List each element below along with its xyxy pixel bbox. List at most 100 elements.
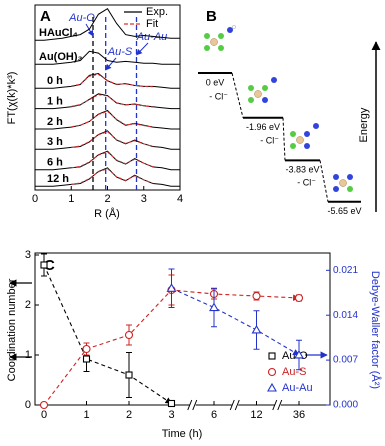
data-point	[167, 399, 176, 408]
x-tick-label: 0	[41, 409, 47, 421]
exp-curve	[35, 50, 180, 65]
x-tick-label: 0	[32, 193, 38, 205]
x-tick-label: 36	[293, 409, 305, 421]
data-point	[252, 291, 261, 301]
legend-label: Au-O	[282, 350, 308, 362]
reference-pointer	[105, 57, 117, 71]
series-label: 3 h	[47, 136, 63, 148]
x-axis-label: R (Å)	[94, 207, 120, 220]
data-point	[251, 324, 262, 334]
legend-label: Au-S	[282, 366, 306, 378]
legend-label: Exp.	[146, 6, 168, 18]
legend-marker	[267, 367, 277, 377]
data-point	[40, 261, 48, 269]
plot-frame	[34, 252, 331, 406]
molecule	[248, 77, 277, 103]
exp-curve	[35, 167, 180, 187]
exp-curve	[35, 8, 180, 41]
exp-curve	[35, 93, 180, 110]
step-label: - Cl⁻	[209, 92, 228, 102]
axis-break	[187, 399, 193, 411]
legend-label: Fit	[146, 18, 158, 30]
x-tick-label: 4	[177, 193, 183, 205]
y2-tick-label: 0.021	[333, 265, 358, 276]
x-tick-label: 6	[211, 409, 217, 421]
x-tick-label: 1	[83, 409, 89, 421]
reference-label: Au-S	[107, 46, 133, 58]
exp-curve	[35, 109, 180, 130]
y-tick-label: 0	[25, 399, 31, 411]
series-label: HAuCl₄	[39, 27, 78, 39]
series-label: 0 h	[47, 75, 63, 87]
x-axis-label: Time (h)	[162, 428, 203, 440]
axis-break-gap	[274, 403, 281, 407]
axis-break	[234, 399, 240, 411]
axis-break-gap	[189, 403, 196, 407]
level-label: -3.83 eV	[285, 165, 319, 175]
series-label: Au(OH)₃	[39, 51, 83, 63]
trend-line	[171, 287, 300, 356]
level-connector	[282, 117, 286, 161]
y-axis-label: Coordination number	[6, 278, 18, 381]
y-axis-label: FT(χ(k)*k³)	[6, 72, 18, 125]
y2-tick-label: 0.007	[333, 355, 358, 366]
y-tick-label: 3	[25, 249, 31, 261]
y2-tick-label: 0.014	[333, 310, 358, 321]
x-tick-label: 2	[104, 193, 110, 205]
x-tick-label: 3	[141, 193, 147, 205]
data-point	[166, 283, 177, 292]
reference-label: Au-Au	[136, 31, 168, 43]
level-connector	[319, 160, 329, 202]
axis-break	[272, 399, 278, 411]
data-point	[294, 293, 304, 303]
trend-line	[43, 264, 173, 404]
data-point	[294, 349, 304, 359]
series-label: 6 h	[47, 157, 63, 169]
molecule	[204, 25, 236, 51]
step-label: - Cl⁻	[297, 177, 316, 187]
panel-label: A	[40, 8, 51, 25]
step-label: - Cl⁻	[260, 135, 279, 145]
fit-curve	[71, 168, 153, 185]
legend-marker	[267, 382, 277, 392]
fit-curve	[71, 73, 153, 88]
molecule	[290, 123, 319, 149]
y2-tick-label: 0.000	[333, 400, 358, 411]
x-tick-label: 12	[250, 409, 262, 421]
data-point	[125, 371, 133, 379]
legend-label: Au-Au	[282, 382, 313, 394]
level-label: 0 eV	[206, 77, 225, 87]
series-label: 12 h	[47, 173, 69, 185]
axis-break-gap	[232, 403, 239, 407]
axis-break	[229, 399, 235, 411]
fit-curve	[71, 151, 153, 169]
reference-pointer	[136, 42, 149, 56]
level-label: -1.96 eV	[246, 122, 280, 132]
fit-curve	[71, 110, 153, 128]
y-tick-label: 2	[25, 299, 31, 311]
data-point	[124, 330, 134, 340]
x-tick-label: 2	[126, 409, 132, 421]
exp-curve	[35, 150, 180, 171]
y2-axis-label: Debye-Waller factor (Å²)	[369, 271, 382, 389]
data-point	[82, 355, 91, 363]
axis-break	[277, 399, 283, 411]
panel-label: B	[206, 8, 217, 25]
axis-break	[192, 399, 198, 411]
molecule	[333, 174, 353, 192]
level-connector	[231, 72, 244, 118]
exp-curve	[35, 130, 180, 150]
series-label: 2 h	[47, 116, 63, 128]
panel-label: C	[44, 257, 55, 274]
x-tick-label: 3	[168, 409, 174, 421]
legend-marker	[268, 352, 276, 360]
fit-curve	[71, 131, 153, 148]
x-tick-label: 1	[68, 193, 74, 205]
level-label: -5.65 eV	[327, 206, 361, 216]
reference-label: Au-O	[68, 12, 95, 24]
y-tick-label: 1	[25, 349, 31, 361]
data-point	[39, 400, 49, 410]
data-point	[82, 344, 91, 354]
series-label: 1 h	[47, 96, 63, 108]
